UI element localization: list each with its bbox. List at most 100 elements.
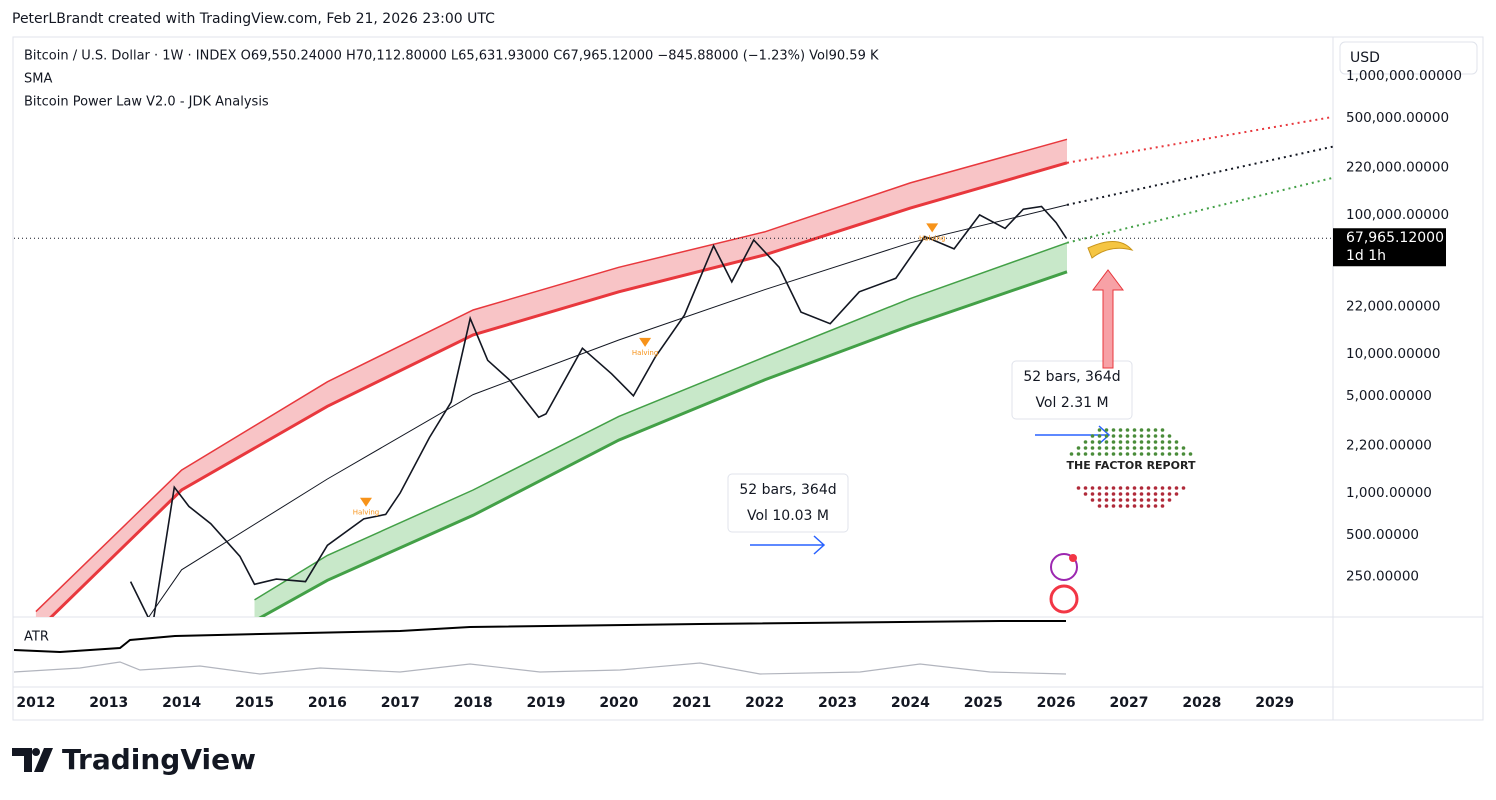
watermark-dot	[1076, 446, 1081, 450]
watermark-dot	[1160, 428, 1165, 432]
watermark-dot	[1181, 452, 1186, 456]
x-tick-label: 2021	[672, 695, 711, 711]
measure-box	[727, 473, 849, 533]
overlay: 52 bars, 364d Vol 10.03 M 52 bars, 364d Vol…	[727, 241, 1193, 614]
watermark-dot	[1146, 486, 1151, 490]
watermark-dot	[1104, 440, 1109, 444]
watermark-dot	[1181, 486, 1186, 490]
price-line	[129, 205, 1067, 617]
y-tick-label: 500.00000	[1346, 527, 1419, 543]
watermark-dot	[1167, 446, 1172, 450]
watermark-dot	[1139, 440, 1144, 444]
watermark-dot	[1167, 492, 1172, 496]
watermark-dot	[1139, 486, 1144, 490]
watermark-dot	[1083, 486, 1088, 490]
center-line	[148, 204, 1068, 617]
watermark-dot	[1090, 492, 1095, 496]
watermark-dot	[1160, 434, 1165, 438]
watermark-dot	[1111, 452, 1116, 456]
watermark-dot	[1153, 446, 1158, 450]
frame	[12, 36, 1484, 721]
watermark-dot	[1160, 440, 1165, 444]
projection	[1066, 145, 1333, 206]
watermark-dot	[1104, 492, 1109, 496]
watermark-dot	[1125, 486, 1130, 490]
x-tick-label: 2019	[526, 695, 565, 711]
chart-area: Halving Halving Halving	[14, 115, 1333, 617]
watermark-dot	[1125, 440, 1130, 444]
watermark-dot	[1069, 452, 1074, 456]
watermark-dot	[1083, 492, 1088, 496]
watermark-dot	[1132, 498, 1137, 502]
watermark-dot	[1132, 434, 1137, 438]
watermark-dot	[1097, 452, 1102, 456]
watermark-dot	[1090, 486, 1095, 490]
x-tick-label: 2020	[599, 695, 638, 711]
watermark-dot	[1097, 446, 1102, 450]
watermark-dot	[1153, 504, 1158, 508]
projection	[1066, 115, 1333, 164]
watermark-dot	[1097, 504, 1102, 508]
watermark-dot	[1104, 428, 1109, 432]
watermark-dot	[1160, 486, 1165, 490]
watermark-dot	[1083, 446, 1088, 450]
watermark-dot	[1090, 452, 1095, 456]
watermark-dot	[1153, 440, 1158, 444]
watermark-dot	[1090, 498, 1095, 502]
watermark-dot	[1104, 486, 1109, 490]
y-tick-label: 250.00000	[1346, 569, 1419, 585]
band-fill	[254, 242, 1067, 617]
x-tick-label: 2023	[818, 695, 857, 711]
watermark-dot	[1153, 428, 1158, 432]
currency: USD	[1350, 50, 1380, 66]
currency-button[interactable]	[1339, 41, 1478, 75]
legend-line: Bitcoin Power Law V2.0 - JDK Analysis	[24, 95, 269, 110]
watermark-dot	[1174, 452, 1179, 456]
watermark-dot	[1097, 492, 1102, 496]
watermark-dot	[1181, 446, 1186, 450]
watermark-dot	[1167, 440, 1172, 444]
halving-label: Halving	[919, 234, 945, 242]
watermark-dot	[1146, 492, 1151, 496]
watermark-dot	[1111, 428, 1116, 432]
x-tick-label: 2016	[308, 695, 347, 711]
x-tick-label: 2015	[235, 695, 274, 711]
watermark-dot	[1104, 434, 1109, 438]
watermark-dot	[1097, 498, 1102, 502]
watermark-dot	[1111, 504, 1116, 508]
halving-label: Halving	[353, 509, 379, 517]
watermark-dot	[1167, 486, 1172, 490]
watermark-dot	[1160, 498, 1165, 502]
watermark-dot	[1132, 428, 1137, 432]
watermark-dot	[1146, 440, 1151, 444]
watermark-dot	[1188, 452, 1193, 456]
watermark-dot	[1111, 440, 1116, 444]
watermark-dot	[1153, 486, 1158, 490]
watermark-dot	[1174, 492, 1179, 496]
band-lower	[49, 161, 1068, 617]
watermark-dot	[1146, 504, 1151, 508]
x-tick-label: 2029	[1255, 695, 1294, 711]
watermark-dot	[1132, 446, 1137, 450]
atr-line	[13, 620, 1066, 654]
watermark-dot	[1153, 434, 1158, 438]
watermark-dot	[1090, 446, 1095, 450]
watermark-dot	[1160, 452, 1165, 456]
measure-bars: 52 bars, 364d	[739, 482, 836, 498]
legend-line: Bitcoin / U.S. Dollar · 1W · INDEX O69,5…	[24, 49, 879, 64]
watermark-dot	[1139, 452, 1144, 456]
x-tick-label: 2027	[1109, 695, 1148, 711]
watermark-dot	[1097, 434, 1102, 438]
watermark-dot	[1118, 504, 1123, 508]
legend-line: SMA	[24, 72, 52, 87]
watermark-dot	[1139, 446, 1144, 450]
y-tick-label: 1,000,000.00000	[1346, 68, 1462, 84]
flag-icon	[1049, 584, 1079, 614]
band-upper	[35, 138, 1068, 613]
watermark-dot	[1090, 434, 1095, 438]
watermark-dot	[1125, 498, 1130, 502]
band-upper	[254, 242, 1068, 601]
y-tick-label: 2,200.00000	[1346, 437, 1432, 453]
watermark-dot	[1153, 452, 1158, 456]
watermark-dot	[1153, 498, 1158, 502]
